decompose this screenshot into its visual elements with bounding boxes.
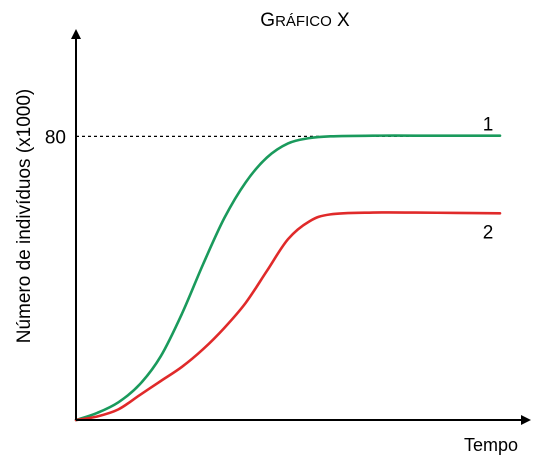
y-tick-label: 80 bbox=[45, 127, 66, 148]
chart-title-part: X bbox=[332, 10, 350, 31]
series-label-1: 1 bbox=[483, 115, 494, 136]
y-axis-label: Número de indivíduos (x1000) bbox=[14, 89, 35, 344]
series-line-1 bbox=[74, 134, 502, 422]
plot-area: 80 1 2 bbox=[45, 115, 502, 422]
series-label-2: 2 bbox=[483, 222, 494, 243]
chart-title-part: G bbox=[260, 10, 275, 31]
series-line-2 bbox=[74, 211, 502, 422]
chart-title: GRÁFICO X bbox=[260, 10, 350, 31]
chart-title-part: RÁFICO bbox=[275, 13, 332, 30]
x-axis-label: Tempo bbox=[464, 435, 518, 455]
